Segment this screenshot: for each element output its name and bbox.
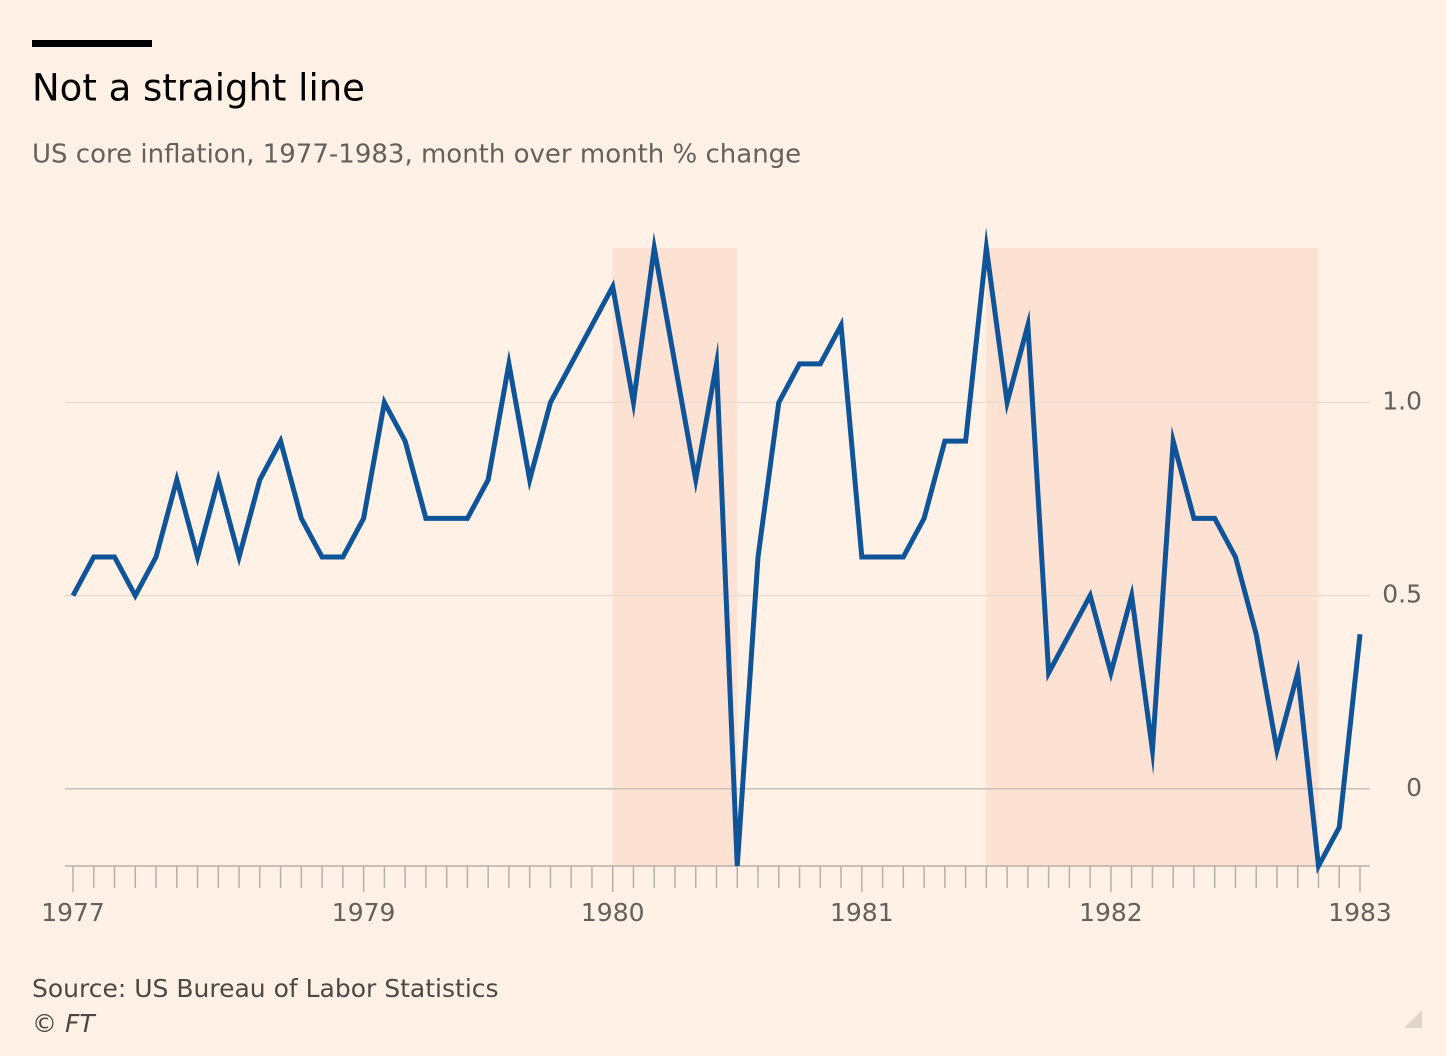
x-tick-label: 1980 <box>581 898 645 927</box>
y-tick-label: 0.5 <box>1382 580 1422 609</box>
x-tick-label: 1983 <box>1328 898 1392 927</box>
data-line <box>70 227 1363 875</box>
shaded-period <box>986 248 1319 866</box>
chart-subtitle: US core inflation, 1977-1983, month over… <box>32 140 801 170</box>
x-tick-label: 1982 <box>1079 898 1143 927</box>
y-tick-label: 1.0 <box>1382 387 1422 416</box>
credit: © FT <box>32 1009 96 1038</box>
source: Source: US Bureau of Labor Statistics <box>32 974 499 1003</box>
x-tick-label: 1977 <box>41 898 105 927</box>
chart-title: Not a straight line <box>32 67 365 110</box>
shaded-period <box>612 248 738 866</box>
title-bar <box>32 40 152 47</box>
x-tick-label: 1979 <box>332 898 396 927</box>
x-tick-label: 1981 <box>830 898 894 927</box>
y-tick-label: 0 <box>1406 773 1422 802</box>
resize-handle <box>1404 1010 1422 1028</box>
